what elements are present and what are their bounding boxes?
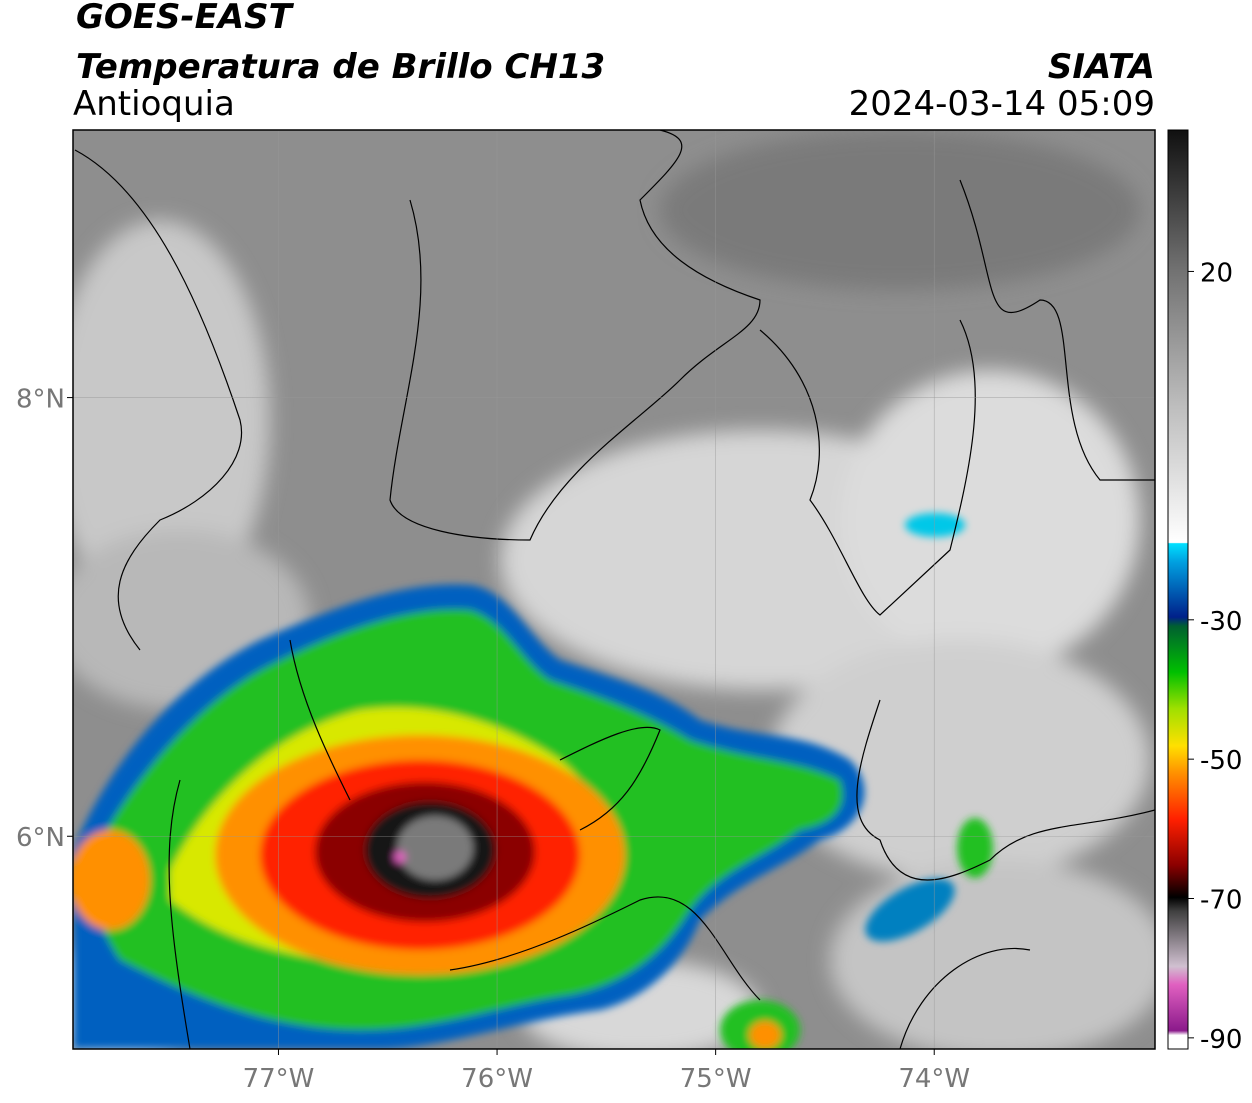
colorbar [1167, 129, 1189, 1050]
datetime: 2024-03-14 05:09 [849, 84, 1155, 124]
colorbar-tick-label: -30 [1200, 607, 1242, 637]
y-tick-label: 8°N [16, 385, 65, 415]
x-tick-label: 74°W [898, 1064, 970, 1094]
map-imagery [73, 130, 1155, 1049]
colorbar-tick-label: -50 [1200, 746, 1242, 776]
region: Antioquia [73, 84, 235, 124]
graticule [73, 130, 1155, 1049]
map-frame [72, 129, 1156, 1050]
colorbar-tick-label: 20 [1200, 258, 1233, 288]
x-tick-label: 77°W [243, 1064, 315, 1094]
colorbar-tick-label: -90 [1200, 1025, 1242, 1055]
x-tick-label: 76°W [461, 1064, 533, 1094]
subtitle: Temperatura de Brillo CH13 [76, 47, 605, 87]
source: SIATA [1048, 47, 1155, 87]
title: GOES-EAST [76, 0, 295, 37]
x-tick-label: 75°W [680, 1064, 752, 1094]
colorbar-tick-label: -70 [1200, 886, 1242, 916]
y-tick-label: 6°N [16, 823, 65, 853]
